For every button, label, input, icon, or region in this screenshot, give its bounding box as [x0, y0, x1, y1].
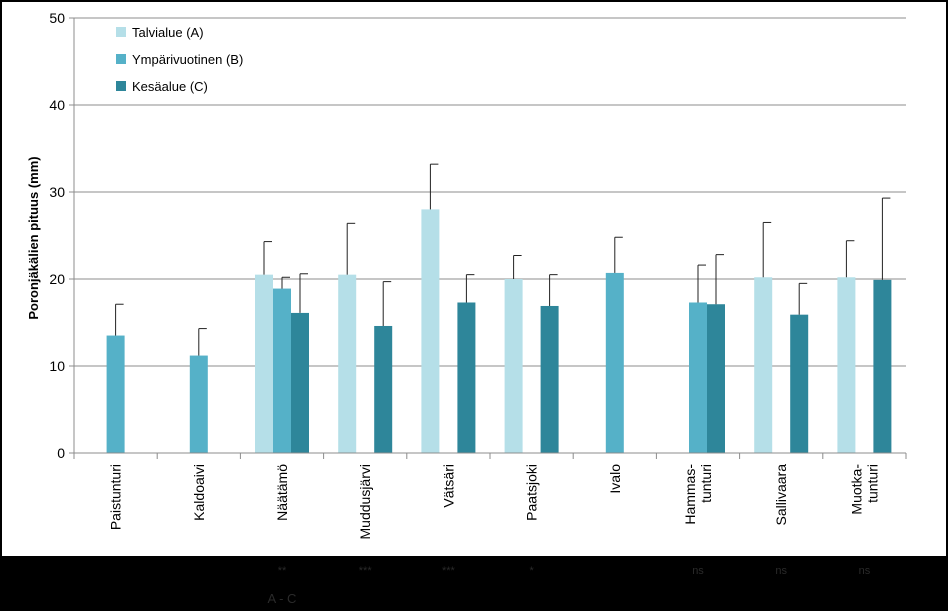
gridlines	[74, 18, 906, 366]
legend-label: Kesäalue (C)	[132, 79, 208, 94]
bar	[606, 273, 624, 453]
bar	[754, 277, 772, 453]
x-tick-label: Ivalo	[607, 464, 623, 494]
bar	[790, 315, 808, 453]
bar	[505, 279, 523, 453]
bar	[689, 302, 707, 453]
bar	[374, 326, 392, 453]
significance-label: ns	[741, 565, 821, 577]
y-tick-label: 0	[57, 445, 65, 461]
legend-swatch	[116, 27, 126, 37]
bar	[873, 280, 891, 453]
error-bars	[116, 164, 891, 355]
legend-label: Talvialue (A)	[132, 25, 204, 40]
significance-label: **	[242, 565, 322, 577]
bar	[291, 313, 309, 453]
plot-area: 0 10 20 30 40 50 Paistunturi Kaldoaivi Näätämö M…	[2, 2, 946, 556]
legend: Talvialue (A) Ympärivuotinen (B) Kesäalue …	[116, 25, 243, 94]
x-tick-label: Muotka-tunturi	[848, 464, 880, 515]
x-tick-label: Paatsjoki	[524, 464, 540, 521]
significance-label: A - C	[242, 591, 322, 606]
bar	[541, 306, 559, 453]
bar	[255, 275, 273, 453]
y-tick-label: 50	[49, 10, 65, 26]
legend-swatch	[116, 81, 126, 91]
significance-label: *	[492, 565, 572, 577]
significance-label: ns	[658, 565, 738, 577]
x-tick-label: Muddusjärvi	[357, 464, 373, 539]
bar	[190, 356, 208, 453]
y-tick-label: 40	[49, 97, 65, 113]
bar	[338, 275, 356, 453]
bar	[837, 277, 855, 453]
bar-chart: 0 10 20 30 40 50 Paistunturi Kaldoaivi Näätämö M…	[2, 2, 946, 556]
significance-label: ***	[325, 565, 405, 577]
x-tick-label: Paistunturi	[108, 464, 124, 530]
significance-label: ***	[408, 565, 488, 577]
legend-label: Ympärivuotinen (B)	[132, 52, 243, 67]
bars	[107, 209, 892, 453]
x-tick-label: Sallivaara	[773, 464, 789, 526]
x-tick-label: Hammas-tunturi	[682, 464, 714, 525]
bar	[273, 289, 291, 453]
y-tick-label: 20	[49, 271, 65, 287]
significance-label: ns	[824, 565, 904, 577]
x-tick-label: Vätsäri	[440, 464, 456, 508]
x-tick-label: Kaldoaivi	[191, 464, 207, 521]
y-tick-label: 30	[49, 184, 65, 200]
y-tick-labels: 0 10 20 30 40 50	[49, 10, 65, 461]
bar	[421, 209, 439, 453]
x-tick-labels: Paistunturi Kaldoaivi Näätämö Muddusjärvi Vä…	[108, 464, 881, 540]
y-tick-label: 10	[49, 358, 65, 374]
legend-swatch	[116, 54, 126, 64]
bar	[457, 302, 475, 453]
x-tick-label: Näätämö	[274, 464, 290, 521]
bar	[107, 336, 125, 453]
y-axis-label: Poronjäkälien pituus (mm)	[26, 156, 41, 319]
bar	[707, 304, 725, 453]
